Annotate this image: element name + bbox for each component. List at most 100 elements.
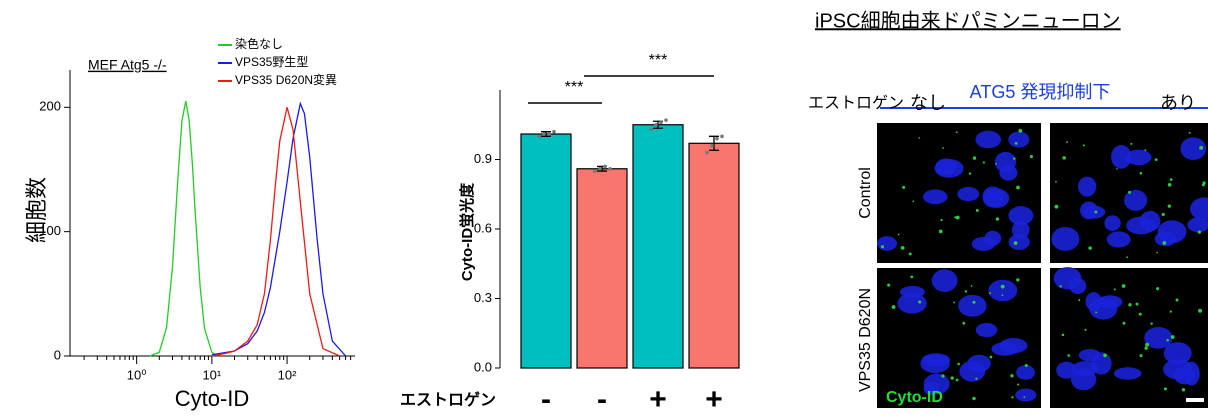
nucleus bbox=[972, 237, 995, 251]
puncta bbox=[1140, 172, 1143, 175]
puncta bbox=[1001, 285, 1005, 289]
legend-label: VPS35 D620N変異 bbox=[235, 72, 337, 87]
row-label: VPS35 D620N bbox=[857, 288, 874, 392]
puncta bbox=[1144, 149, 1146, 151]
puncta bbox=[1062, 334, 1065, 337]
puncta bbox=[1202, 184, 1205, 187]
puncta bbox=[953, 302, 955, 304]
puncta bbox=[918, 137, 920, 139]
puncta bbox=[1156, 287, 1159, 290]
puncta bbox=[956, 379, 959, 382]
nucleus bbox=[959, 361, 985, 382]
nucleus bbox=[1054, 267, 1082, 289]
y-tick-label: 0.0 bbox=[474, 359, 492, 374]
puncta bbox=[892, 305, 896, 309]
puncta bbox=[996, 217, 999, 220]
histogram-line bbox=[212, 107, 340, 356]
puncta bbox=[910, 276, 913, 279]
nucleus bbox=[1071, 369, 1096, 391]
x-tick-label: - bbox=[541, 383, 551, 412]
puncta bbox=[1095, 311, 1097, 313]
puncta bbox=[1168, 183, 1172, 187]
puncta bbox=[1156, 252, 1158, 254]
nucleus bbox=[920, 354, 949, 373]
puncta bbox=[1084, 329, 1086, 331]
nucleus bbox=[958, 295, 987, 317]
nucleus bbox=[932, 269, 958, 292]
puncta bbox=[1176, 298, 1179, 301]
nucleus bbox=[935, 158, 956, 175]
puncta bbox=[990, 356, 993, 359]
puncta bbox=[1139, 313, 1142, 316]
puncta bbox=[942, 147, 944, 149]
nucleus bbox=[976, 323, 998, 337]
puncta bbox=[1189, 132, 1191, 134]
nucleus bbox=[1083, 206, 1105, 219]
data-point bbox=[710, 144, 714, 148]
y-tick-label: 0.6 bbox=[474, 220, 492, 235]
nucleus bbox=[900, 286, 925, 298]
puncta bbox=[995, 163, 997, 165]
data-point bbox=[715, 137, 719, 141]
puncta bbox=[1128, 191, 1131, 194]
nucleus bbox=[1008, 132, 1029, 148]
panel-title: iPSC細胞由来ドパミンニューロン bbox=[815, 9, 1121, 32]
puncta bbox=[975, 378, 977, 380]
puncta bbox=[1015, 142, 1018, 145]
histogram-line bbox=[212, 104, 346, 356]
puncta bbox=[898, 234, 900, 236]
puncta bbox=[1078, 299, 1080, 301]
puncta bbox=[957, 363, 960, 366]
y-tick-label: 100 bbox=[39, 223, 61, 238]
hist-title: MEF Atg5 -/- bbox=[88, 57, 167, 73]
nucleus bbox=[1085, 292, 1101, 311]
puncta bbox=[1162, 213, 1165, 216]
nucleus bbox=[1107, 231, 1131, 247]
puncta bbox=[972, 301, 975, 304]
legend-label: 染色なし bbox=[235, 36, 283, 51]
puncta bbox=[1059, 285, 1061, 287]
nucleus bbox=[1008, 206, 1033, 225]
nucleus bbox=[1078, 177, 1096, 197]
x-tick-label: + bbox=[705, 383, 723, 412]
data-point bbox=[542, 132, 546, 136]
puncta bbox=[939, 229, 943, 233]
row-label: Control bbox=[857, 167, 874, 219]
puncta bbox=[902, 186, 905, 189]
puncta bbox=[1013, 157, 1015, 159]
x-tick-label: 10² bbox=[278, 367, 297, 382]
puncta bbox=[918, 300, 921, 303]
puncta bbox=[1170, 311, 1172, 313]
nucleus bbox=[975, 131, 1001, 149]
micrographs bbox=[877, 123, 1208, 408]
puncta bbox=[1023, 396, 1025, 398]
puncta bbox=[965, 290, 967, 292]
y-tick-label: 200 bbox=[39, 99, 61, 114]
x-axis-label: Cyto-ID bbox=[175, 386, 250, 411]
puncta bbox=[1130, 143, 1132, 145]
puncta bbox=[1145, 343, 1149, 347]
puncta bbox=[954, 216, 956, 218]
nucleus bbox=[984, 188, 1010, 208]
histogram-line bbox=[150, 101, 218, 356]
puncta bbox=[1094, 211, 1097, 214]
puncta bbox=[1128, 303, 1131, 306]
puncta bbox=[1155, 158, 1158, 161]
nucleus bbox=[1124, 190, 1147, 211]
puncta bbox=[1017, 384, 1019, 386]
nucleus bbox=[1051, 227, 1079, 251]
puncta bbox=[1062, 156, 1066, 160]
puncta bbox=[1067, 354, 1070, 357]
data-point bbox=[649, 128, 653, 132]
puncta bbox=[1016, 278, 1019, 281]
puncta bbox=[956, 131, 958, 133]
puncta bbox=[909, 252, 912, 255]
nucleus bbox=[1164, 342, 1192, 364]
nucleus bbox=[1158, 220, 1187, 243]
puncta bbox=[1055, 181, 1057, 183]
puncta bbox=[1066, 141, 1068, 143]
puncta bbox=[1182, 388, 1185, 391]
nucleus bbox=[957, 187, 979, 201]
data-point bbox=[720, 135, 724, 139]
puncta bbox=[1199, 146, 1203, 150]
